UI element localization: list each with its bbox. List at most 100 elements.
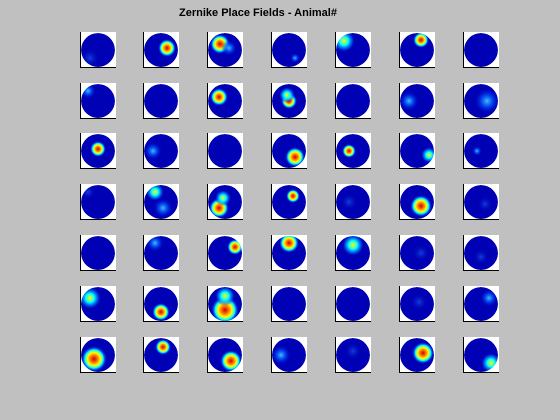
field-blob — [472, 146, 482, 156]
field-blob — [215, 190, 231, 206]
field-blob — [410, 293, 428, 311]
field — [144, 338, 178, 372]
field-blob — [90, 141, 106, 157]
field-blob — [220, 350, 242, 372]
figure-title: Zernike Place Fields - Animal# — [179, 7, 337, 19]
place-field-plot — [207, 184, 243, 220]
field — [400, 185, 434, 219]
field — [208, 185, 242, 219]
place-field-plot — [207, 286, 243, 322]
field — [272, 236, 306, 270]
field-blob — [480, 289, 498, 307]
field — [144, 84, 178, 118]
field — [81, 134, 115, 168]
field — [208, 134, 242, 168]
place-field-plot — [271, 184, 307, 220]
field — [144, 287, 178, 321]
field — [144, 185, 178, 219]
field — [144, 236, 178, 270]
field — [144, 33, 178, 67]
place-field-plot — [271, 83, 307, 119]
field-blob — [412, 342, 434, 364]
place-field-plot — [463, 32, 499, 68]
field — [336, 84, 370, 118]
field — [336, 134, 370, 168]
arena — [336, 84, 370, 118]
place-field-plot — [399, 133, 435, 169]
field — [464, 33, 498, 67]
place-field-plot — [463, 286, 499, 322]
field-blob — [215, 287, 235, 306]
field — [464, 287, 498, 321]
field-blob — [474, 88, 498, 114]
field-blob — [412, 244, 430, 262]
field — [272, 84, 306, 118]
field-blob — [285, 147, 305, 167]
place-field-plot — [80, 235, 116, 271]
field-blob — [153, 198, 173, 218]
field — [81, 338, 115, 372]
field-blob — [473, 249, 489, 265]
place-field-plot — [335, 286, 371, 322]
field-blob — [286, 189, 300, 203]
place-field-plot — [143, 83, 179, 119]
place-field-plot — [335, 337, 371, 373]
place-field-plot — [143, 184, 179, 220]
place-field-plot — [143, 235, 179, 271]
field — [464, 185, 498, 219]
field — [400, 236, 434, 270]
field-blob — [400, 91, 419, 111]
place-field-plot — [80, 32, 116, 68]
place-field-plot — [335, 133, 371, 169]
field-blob — [342, 236, 364, 256]
field-blob — [340, 193, 358, 211]
field-blob — [221, 40, 237, 56]
place-field-plot — [80, 184, 116, 220]
field-blob — [155, 339, 171, 355]
place-field-plot — [399, 286, 435, 322]
place-field-plot — [463, 235, 499, 271]
field — [336, 338, 370, 372]
field-blob — [477, 196, 493, 212]
field — [272, 287, 306, 321]
field — [208, 338, 242, 372]
arena — [272, 33, 306, 67]
field — [464, 236, 498, 270]
place-field-plot — [399, 184, 435, 220]
place-field-plot — [143, 286, 179, 322]
place-field-plot — [271, 235, 307, 271]
field — [144, 134, 178, 168]
field-blob — [158, 39, 176, 57]
place-field-plot — [463, 337, 499, 373]
field — [81, 236, 115, 270]
place-field-plot — [271, 286, 307, 322]
arena — [208, 134, 242, 168]
place-field-plot — [80, 286, 116, 322]
place-field-plot — [335, 32, 371, 68]
place-field-plot — [399, 337, 435, 373]
place-field-plot — [399, 235, 435, 271]
place-field-plot — [463, 184, 499, 220]
field — [272, 185, 306, 219]
field-blob — [81, 346, 107, 372]
place-field-plot — [335, 184, 371, 220]
field — [272, 33, 306, 67]
field — [464, 338, 498, 372]
place-field-plot — [80, 83, 116, 119]
field — [208, 84, 242, 118]
field-blob — [342, 144, 356, 158]
arena — [272, 287, 306, 321]
field — [336, 185, 370, 219]
place-field-plot — [143, 133, 179, 169]
arena — [81, 236, 115, 270]
field-blob — [410, 195, 432, 217]
place-field-plot — [399, 32, 435, 68]
place-field-plot — [80, 337, 116, 373]
place-field-plot — [80, 133, 116, 169]
place-field-plot — [207, 32, 243, 68]
place-field-plot — [143, 337, 179, 373]
arena — [144, 84, 178, 118]
place-field-plot — [335, 83, 371, 119]
field — [208, 287, 242, 321]
